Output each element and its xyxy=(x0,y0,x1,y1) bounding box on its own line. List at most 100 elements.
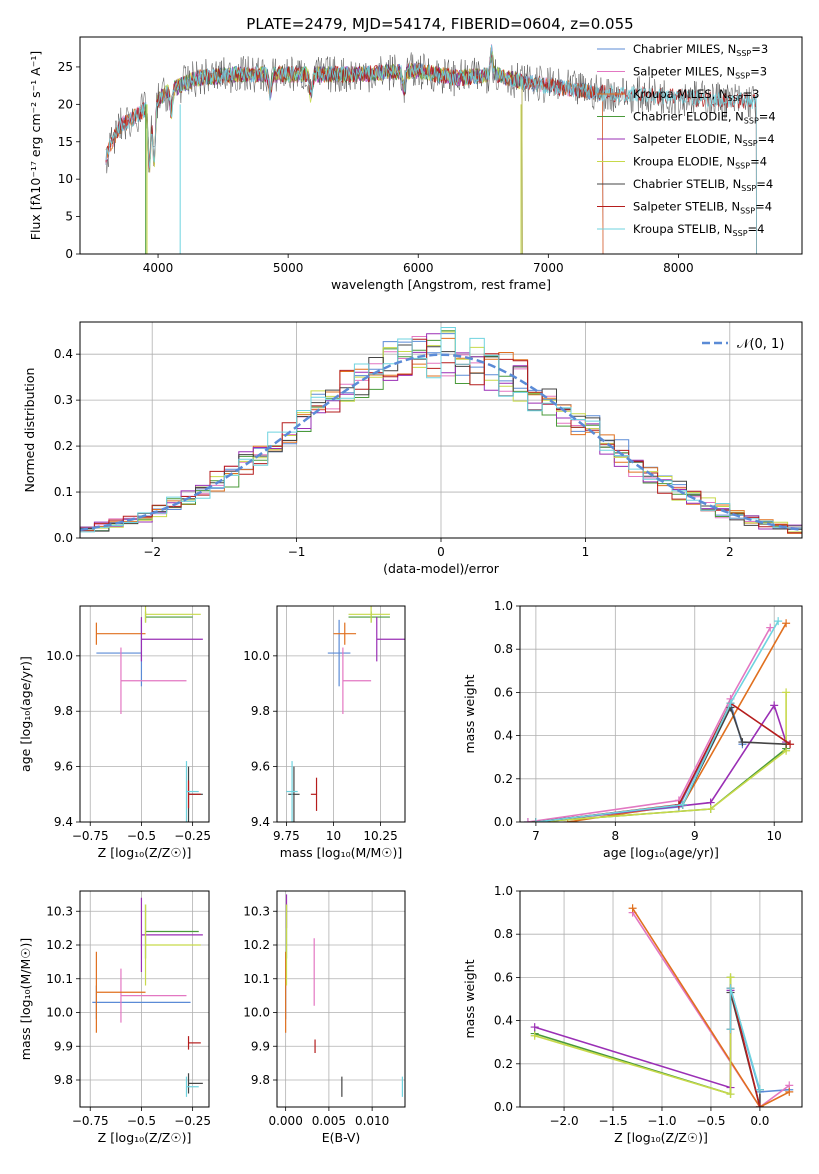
x-tick-label: 10 xyxy=(326,829,341,843)
x-tick-label: 0 xyxy=(437,545,445,559)
errorbar-point xyxy=(348,611,390,623)
mass-weight-marker xyxy=(774,617,783,626)
mass-weight-line xyxy=(535,702,791,822)
y-tick-label: 0.2 xyxy=(494,1057,513,1071)
legend-entry: Kroupa ELODIE, NSSP=4 xyxy=(633,155,767,171)
x-axis-label: Z [log₁₀(Z/Z☉)] xyxy=(98,845,192,860)
x-tick-label: 1 xyxy=(582,545,590,559)
mass-weight-line xyxy=(527,627,771,822)
y-tick-label: 10.1 xyxy=(46,972,73,986)
x-tick-label: 2 xyxy=(726,545,734,559)
y-tick-label: 10.0 xyxy=(243,1006,270,1020)
mass-weight-vs-age-panel: 7 8 9 10 0.0 0.2 0.4 0.6 0.8 1.0 age [log₁₀(age/yr… xyxy=(462,599,803,860)
errorbar-point xyxy=(95,622,146,645)
spectrum-frame xyxy=(79,36,803,255)
x-tick-label: −1 xyxy=(288,545,306,559)
y-tick-label: 9.4 xyxy=(251,815,270,829)
errorbar-point xyxy=(144,606,201,623)
x-tick-label: 8000 xyxy=(663,261,694,275)
mass-weight-vs-Z-plot-area xyxy=(530,904,794,1107)
mass-weight-marker xyxy=(530,1023,539,1032)
y-tick-label: 0.4 xyxy=(494,1014,513,1028)
legend-entry: Kroupa MILES, NSSP=3 xyxy=(633,87,759,103)
residuals-frame xyxy=(79,321,803,539)
errorbar-point xyxy=(96,619,143,687)
mass-weight-marker xyxy=(782,619,791,628)
mass-weight-marker xyxy=(726,984,735,993)
y-tick-label: 0.0 xyxy=(494,815,513,829)
y-tick-label: 0.2 xyxy=(494,772,513,786)
x-tick-label: 0.0 xyxy=(750,1114,769,1128)
errorbar-point xyxy=(120,647,187,714)
age-vs-Z-frame xyxy=(79,605,210,823)
errorbar-point xyxy=(286,761,298,822)
legend-entry: Salpeter ELODIE, NSSP=4 xyxy=(633,132,775,148)
y-tick-label: 9.8 xyxy=(251,1073,270,1087)
legend-entry: Chabrier ELODIE, NSSP=4 xyxy=(633,110,776,126)
y-tick-label: 0.3 xyxy=(54,393,73,407)
y-tick-label: 10.1 xyxy=(243,972,270,986)
x-tick-label: −0.75 xyxy=(72,1114,109,1128)
legend-entry: Salpeter STELIB, NSSP=4 xyxy=(633,200,772,216)
mass-weight-marker xyxy=(755,1085,764,1094)
spectrum-line-salpeter-stelib xyxy=(105,53,757,254)
age-vs-mass-plot-area xyxy=(286,606,405,822)
mass-weight-marker xyxy=(770,701,779,710)
errorbar-point xyxy=(144,611,193,623)
y-tick-label: 0 xyxy=(65,247,73,261)
y-tick-label: 9.9 xyxy=(54,1039,73,1053)
y-tick-label: 9.8 xyxy=(54,1073,73,1087)
x-tick-label: 7 xyxy=(532,829,540,843)
x-tick-label: 9 xyxy=(691,829,699,843)
y-axis-label: age [log₁₀(age/yr)] xyxy=(18,656,33,772)
errorbar-point xyxy=(140,617,203,662)
mass-weight-marker xyxy=(785,1087,794,1096)
mass-weight-marker xyxy=(706,805,715,814)
y-tick-label: 20 xyxy=(58,97,73,111)
x-tick-label: −1.5 xyxy=(598,1114,627,1128)
y-tick-label: 9.6 xyxy=(251,760,270,774)
x-tick-label: −0.5 xyxy=(127,829,156,843)
normal-reference-curve xyxy=(80,353,802,532)
x-axis-label: age [log₁₀(age/yr)] xyxy=(603,845,719,860)
y-tick-label: 25 xyxy=(58,60,73,74)
mass-weight-line xyxy=(535,705,787,822)
y-tick-label: 0.0 xyxy=(494,1100,513,1114)
mass-weight-line xyxy=(729,987,761,1090)
mass-weight-marker xyxy=(523,818,532,822)
mass-weight-line xyxy=(535,703,787,822)
x-tick-label: 8 xyxy=(612,829,620,843)
errorbar-point xyxy=(327,619,351,687)
y-tick-label: 0.4 xyxy=(494,729,513,743)
residuals-plot-area xyxy=(80,327,802,534)
x-tick-label: 7000 xyxy=(533,261,564,275)
errorbar-point xyxy=(187,780,201,809)
x-axis-label: (data-model)/error xyxy=(383,561,500,576)
y-tick-label: 9.4 xyxy=(54,815,73,829)
x-tick-label: 6000 xyxy=(403,261,434,275)
x-tick-label: −1.0 xyxy=(647,1114,676,1128)
mass-vs-Z-panel: −0.75 −0.5 −0.25 9.8 9.9 10.0 10.1 10.2 10.3 Z [l… xyxy=(18,890,211,1145)
x-axis-label: E(B-V) xyxy=(322,1130,361,1145)
x-tick-label: −2.0 xyxy=(549,1114,578,1128)
errorbar-point xyxy=(120,968,187,1023)
y-tick-label: 10.2 xyxy=(46,938,73,952)
x-tick-label: −0.5 xyxy=(127,1114,156,1128)
y-axis-label: Flux [fλ10⁻¹⁷ erg cm⁻² s⁻¹ A⁻¹] xyxy=(28,51,43,240)
y-tick-label: 1.0 xyxy=(494,599,513,613)
x-tick-label: −0.25 xyxy=(174,829,211,843)
mass-weight-vs-age-plot-area xyxy=(523,617,795,822)
spectrum-panel: 4000 5000 6000 7000 8000 0 5 10 15 20 25 wavelength… xyxy=(28,36,803,292)
legend-entry: Chabrier MILES, NSSP=3 xyxy=(633,42,768,58)
y-tick-label: 10.3 xyxy=(46,904,73,918)
legend-entry: Kroupa STELIB, NSSP=4 xyxy=(633,222,764,238)
mass-weight-line xyxy=(535,747,787,822)
errorbar-point xyxy=(140,897,203,972)
mass-weight-marker xyxy=(726,1090,735,1099)
age-vs-Z-plot-area xyxy=(95,606,203,822)
mass-weight-line xyxy=(535,620,779,822)
x-axis-label: mass [log₁₀(M/M☉)] xyxy=(280,845,402,860)
mass-vs-ebv-panel: 0.000 0.005 0.010 9.8 9.9 10.0 10.1 10.2 10.3 E(B… xyxy=(243,890,406,1145)
y-tick-label: 9.6 xyxy=(54,760,73,774)
x-tick-label: 9.75 xyxy=(273,829,300,843)
